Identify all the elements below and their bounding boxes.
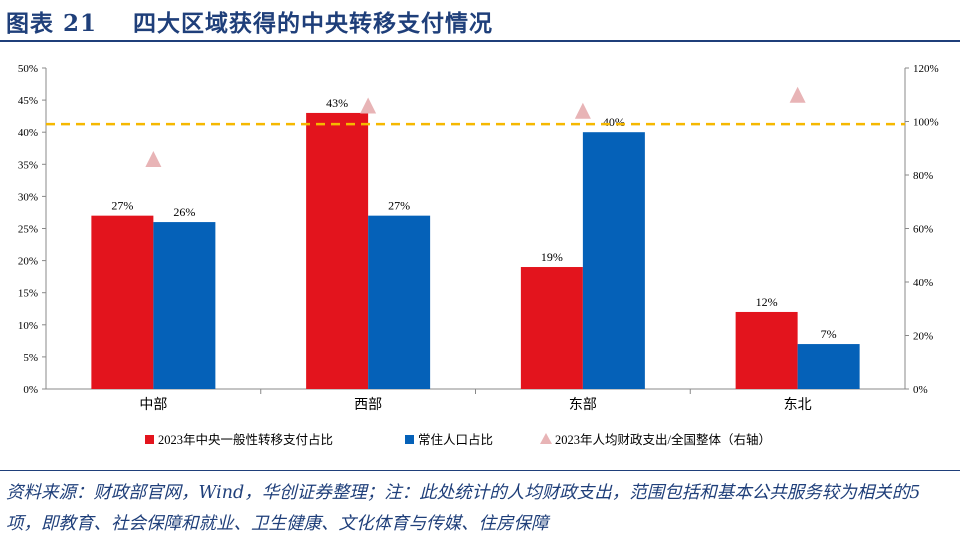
right-tick-label: 0% [913, 384, 928, 396]
bar-transfer [306, 112, 369, 389]
bar-population [797, 344, 860, 389]
legend-triangle-icon [540, 433, 552, 444]
source-divider [0, 470, 960, 471]
bar-population [153, 222, 216, 389]
right-tick-label: 100% [913, 117, 939, 129]
figure-title: 图表 21 四大区域获得的中央转移支付情况 [6, 10, 494, 37]
legend-label: 2023年人均财政支出/全国整体（右轴） [555, 432, 771, 447]
bar-data-label: 7% [821, 327, 837, 341]
triangle-marker [145, 150, 162, 167]
category-label: 东北 [784, 397, 812, 413]
left-tick-label: 5% [23, 352, 38, 364]
category-label: 中部 [139, 397, 167, 413]
bar-data-label: 27% [388, 199, 410, 213]
bar-data-label: 26% [173, 205, 195, 219]
bar-transfer [735, 311, 798, 389]
legend-label: 2023年中央一般性转移支付占比 [158, 432, 333, 447]
left-tick-label: 30% [18, 191, 38, 203]
right-tick-label: 120% [913, 63, 939, 75]
triangle-marker [574, 102, 591, 119]
left-tick-label: 20% [18, 256, 38, 268]
bar-population [368, 215, 431, 389]
bar-data-label: 43% [326, 96, 348, 110]
triangle-marker [789, 86, 806, 103]
source-note: 资料来源：财政部官网，Wind，华创证券整理；注：此处统计的人均财政支出，范围包… [6, 483, 921, 534]
category-label: 西部 [354, 397, 382, 413]
bar-data-label: 40% [603, 115, 625, 129]
bar-population [582, 132, 645, 389]
triangle-marker [360, 97, 377, 114]
legend-swatch [145, 435, 154, 444]
left-tick-label: 40% [18, 127, 38, 139]
left-tick-label: 0% [23, 384, 38, 396]
right-tick-label: 20% [913, 331, 933, 343]
left-tick-label: 10% [18, 320, 38, 332]
bar-transfer [520, 267, 583, 389]
right-tick-label: 80% [913, 170, 933, 182]
left-tick-label: 25% [18, 224, 38, 236]
right-tick-label: 60% [913, 224, 933, 236]
left-tick-label: 50% [18, 63, 38, 75]
category-label: 东部 [569, 397, 597, 413]
legend-label: 常住人口占比 [418, 432, 493, 447]
bar-chart: 0% 5% 10% 15% 20% 25% 30% 35% 40% 45% 50% 0% 20% 40% 6… [18, 63, 939, 447]
title-divider [0, 40, 960, 42]
left-tick-label: 15% [18, 288, 38, 300]
bar-data-label: 12% [756, 295, 778, 309]
bar-data-label: 27% [111, 199, 133, 213]
right-tick-label: 40% [913, 277, 933, 289]
left-tick-label: 35% [18, 159, 38, 171]
bar-transfer [91, 215, 154, 389]
legend-swatch [405, 435, 414, 444]
left-tick-label: 45% [18, 95, 38, 107]
bar-data-label: 19% [541, 250, 563, 264]
